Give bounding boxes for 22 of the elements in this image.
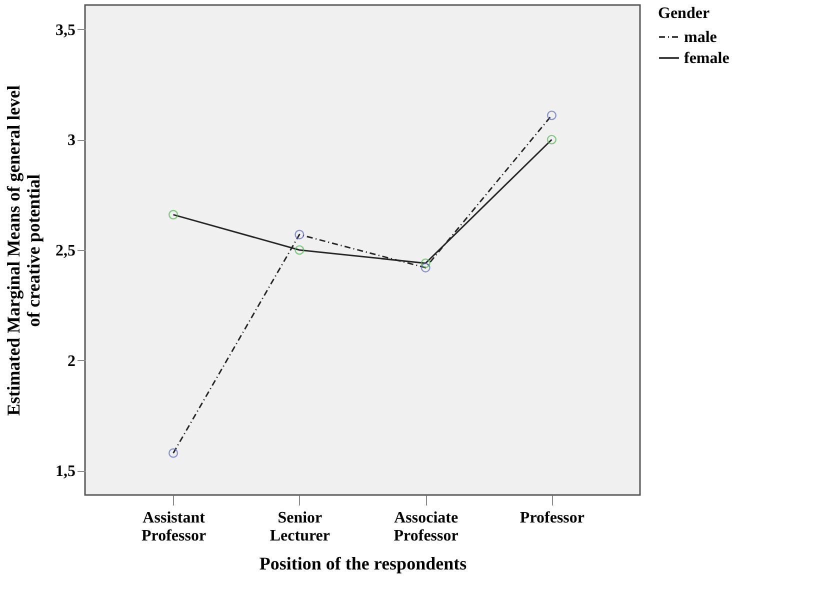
text: male (684, 29, 717, 46)
y-tick-label: 2,5 (56, 242, 76, 260)
y-tick-label: 3,5 (56, 22, 76, 39)
x-tick-label: Professor (520, 510, 584, 526)
point (420, 258, 430, 268)
x-tick-label: Associate Professor (394, 510, 458, 544)
y-tick-label: 3 (68, 132, 76, 150)
point (420, 262, 430, 272)
point (168, 448, 178, 458)
point (546, 110, 556, 120)
point (294, 245, 304, 255)
text: female (684, 50, 730, 67)
y-tick-label: 2 (68, 352, 76, 370)
x-tick-label: Assistant Professor (142, 510, 206, 544)
point (168, 210, 178, 220)
x-axis-title: Position of the respondents (259, 554, 467, 574)
legend-title: Gender (658, 5, 710, 22)
x-tick-label: Senior Lecturer (270, 510, 330, 544)
point (294, 230, 304, 240)
y-axis-title: Estimated Marginal Means of general level of creative potential (4, 85, 44, 416)
point (546, 134, 556, 144)
y-tick-label: 1,5 (56, 463, 76, 480)
